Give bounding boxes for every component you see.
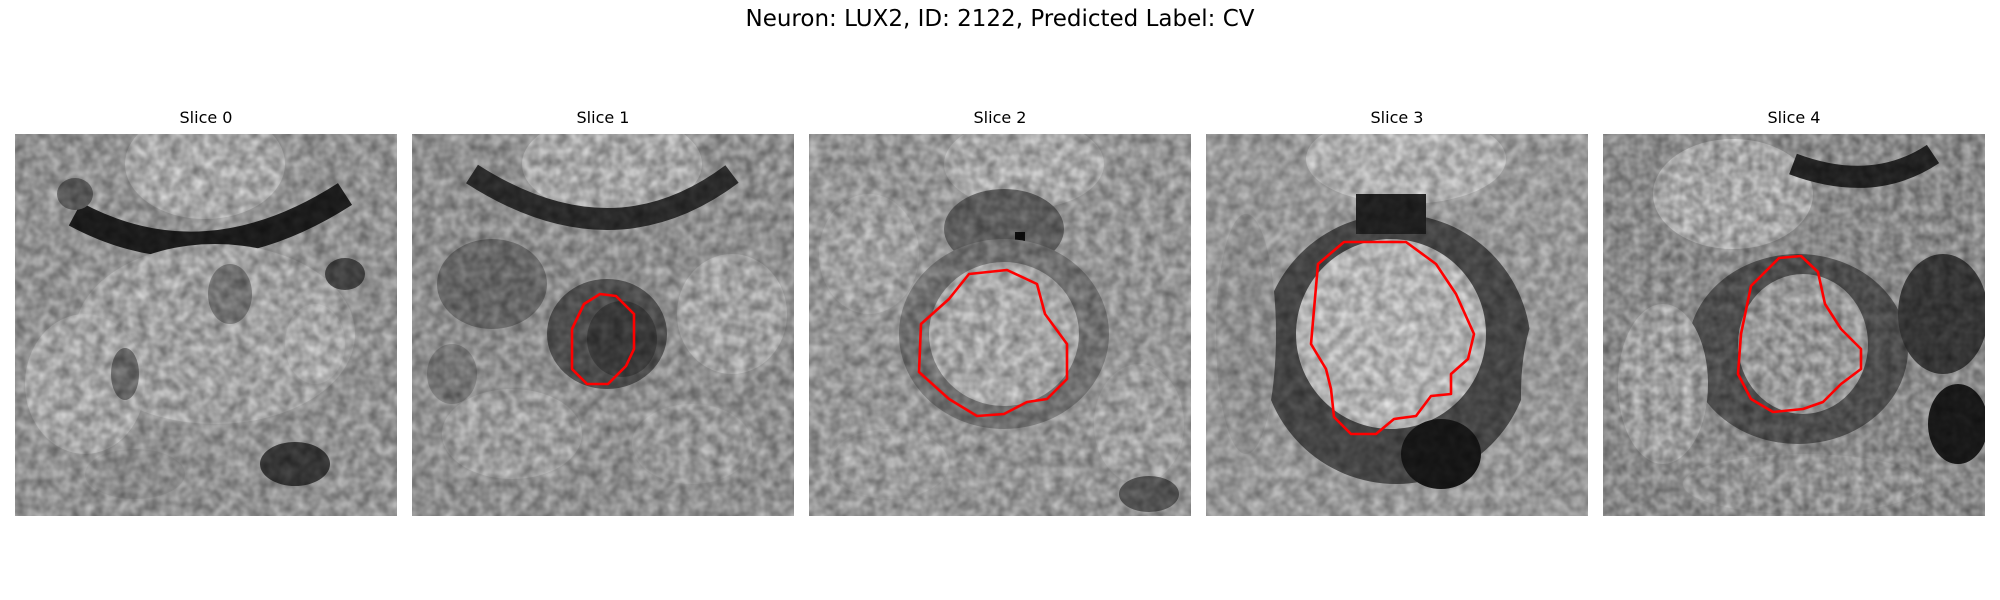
slice-image-1	[412, 134, 794, 516]
slice-image-4	[1603, 134, 1985, 516]
slice-image-0	[15, 134, 397, 516]
segmentation-contour	[570, 292, 636, 386]
slice-image-3	[1206, 134, 1588, 516]
slice-title: Slice 3	[1370, 108, 1424, 127]
slice-title: Slice 1	[576, 108, 630, 127]
segmentation-contour	[917, 268, 1069, 418]
segmentation-contour	[1736, 254, 1863, 414]
slice-title: Slice 4	[1767, 108, 1821, 127]
segmentation-contour	[1309, 240, 1476, 436]
slice-title: Slice 0	[179, 108, 233, 127]
figure-title: Neuron: LUX2, ID: 2122, Predicted Label:…	[745, 6, 1255, 32]
slice-title: Slice 2	[973, 108, 1027, 127]
slice-image-2	[809, 134, 1191, 516]
